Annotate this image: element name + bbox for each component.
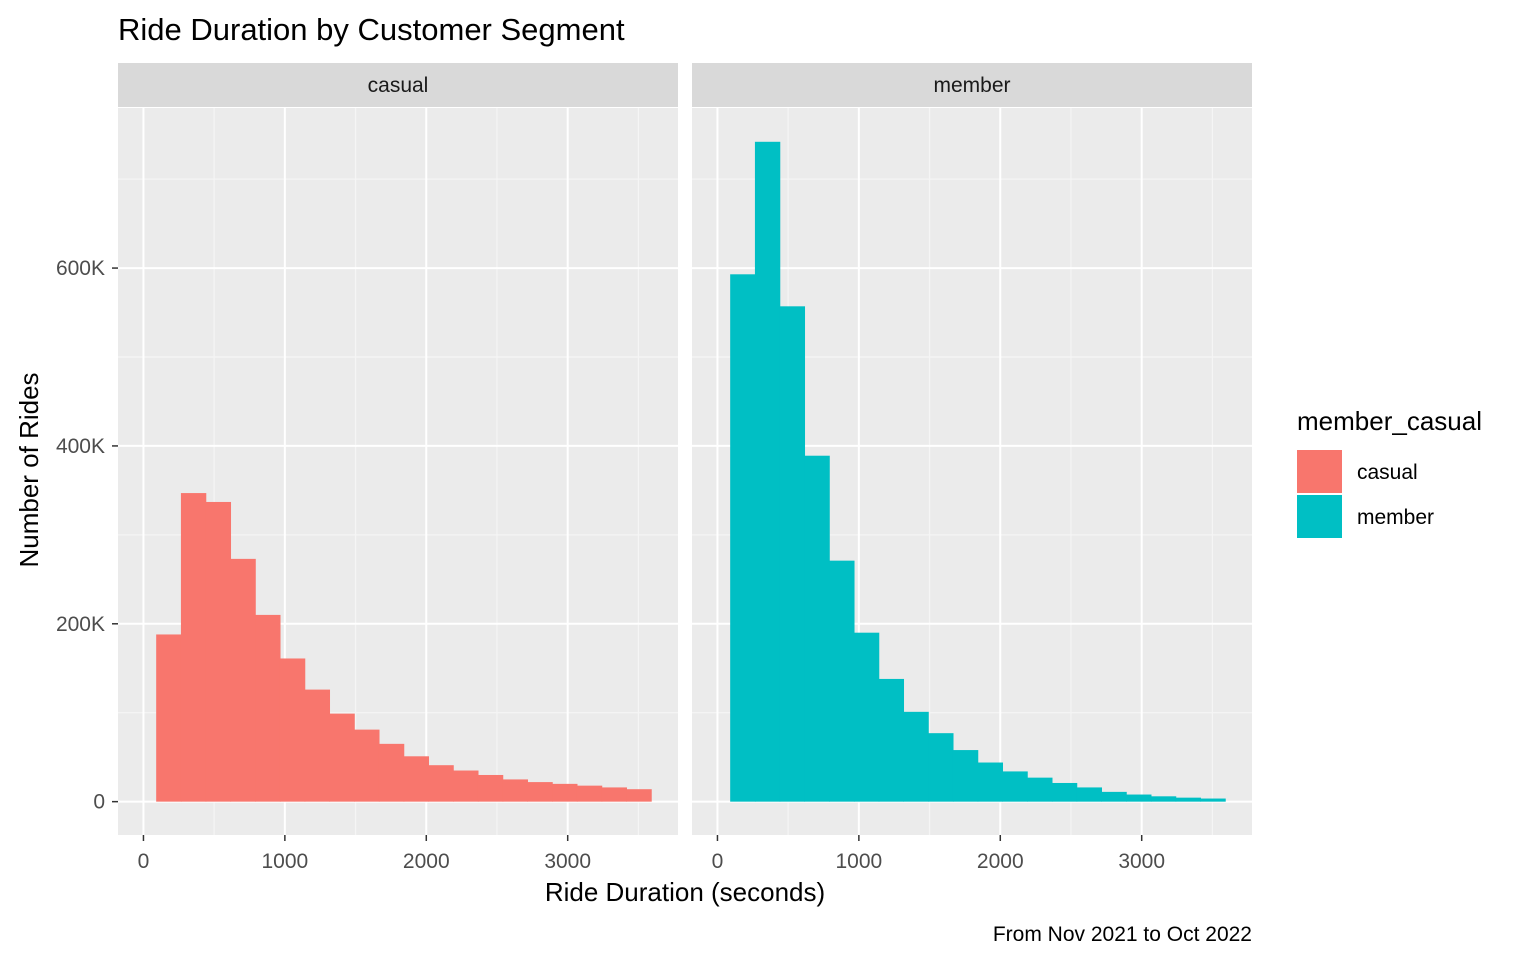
bar-member-6 [878,678,905,802]
chart-title: Ride Duration by Customer Segment [118,12,625,47]
bar-casual-6 [304,689,331,802]
x-tick-label: 3000 [544,850,591,873]
bar-member-9 [952,750,979,802]
y-tick-label: 400K [56,435,105,458]
legend: casual member [1297,450,1434,538]
bar-member-10 [977,762,1004,802]
legend-key-casual [1297,450,1342,493]
legend-key-member [1297,495,1342,538]
x-tick-label: 2000 [977,850,1024,873]
bar-member-16 [1126,794,1152,802]
x-tick-label: 0 [138,850,150,873]
legend-label-member: member [1357,506,1434,529]
bar-casual-3 [230,558,256,802]
bar-casual-11 [428,765,454,802]
bar-casual-13 [477,774,504,802]
bar-member-18 [1175,797,1201,802]
bar-casual-7 [329,713,355,802]
bar-member-12 [1027,777,1053,802]
bar-casual-12 [453,770,479,802]
strip-label-casual: casual [368,74,429,97]
bars-member [730,141,1226,802]
bar-casual-19 [626,789,652,802]
bar-casual-9 [378,743,405,802]
bar-casual-10 [403,756,430,802]
bar-member-13 [1051,782,1078,802]
panels: casual 0 1000 2000 3000 0 200K 400K 600K member 0 1… [56,63,1252,873]
y-tick-label: 600K [56,257,105,280]
panel-casual: casual 0 1000 2000 3000 0 200K 400K 600K [56,63,678,873]
bar-casual-5 [279,658,306,802]
bar-casual-0 [156,634,182,802]
x-tick-label: 1000 [262,850,309,873]
bar-casual-17 [576,785,603,802]
bars-casual [156,493,652,802]
x-tick-label: 2000 [403,850,450,873]
x-tick-label: 0 [712,850,724,873]
bar-member-8 [928,733,954,802]
strip-label-member: member [933,74,1010,97]
bar-member-11 [1002,771,1028,802]
bar-member-19 [1200,798,1226,802]
panel-member: member 0 1000 2000 3000 [692,63,1252,873]
y-axis-title: Number of Rides [14,372,44,567]
bar-casual-2 [205,501,232,802]
legend-title: member_casual [1297,406,1482,436]
bar-member-2 [779,306,806,802]
bar-casual-4 [255,614,281,802]
bar-member-1 [754,141,781,802]
legend-label-casual: casual [1357,461,1418,484]
bar-member-0 [730,274,756,802]
x-axis-title: Ride Duration (seconds) [545,877,825,907]
y-tick-label: 0 [93,791,105,814]
bar-member-7 [903,711,929,802]
x-tick-label: 1000 [836,850,883,873]
bar-member-14 [1076,787,1102,802]
strip-member [692,63,1252,107]
bar-member-5 [853,632,880,802]
bar-casual-14 [502,779,528,802]
bar-casual-15 [527,782,553,802]
caption: From Nov 2021 to Oct 2022 [993,923,1252,946]
strip-casual [118,63,678,107]
bar-casual-16 [552,783,578,802]
bar-casual-18 [601,787,627,802]
bar-member-3 [804,455,830,802]
bar-member-17 [1150,796,1177,802]
bar-casual-8 [354,729,380,802]
bar-member-15 [1101,791,1127,802]
y-tick-label: 200K [56,613,105,636]
bar-member-4 [829,560,855,802]
x-tick-label: 3000 [1118,850,1165,873]
bar-casual-1 [180,493,207,802]
